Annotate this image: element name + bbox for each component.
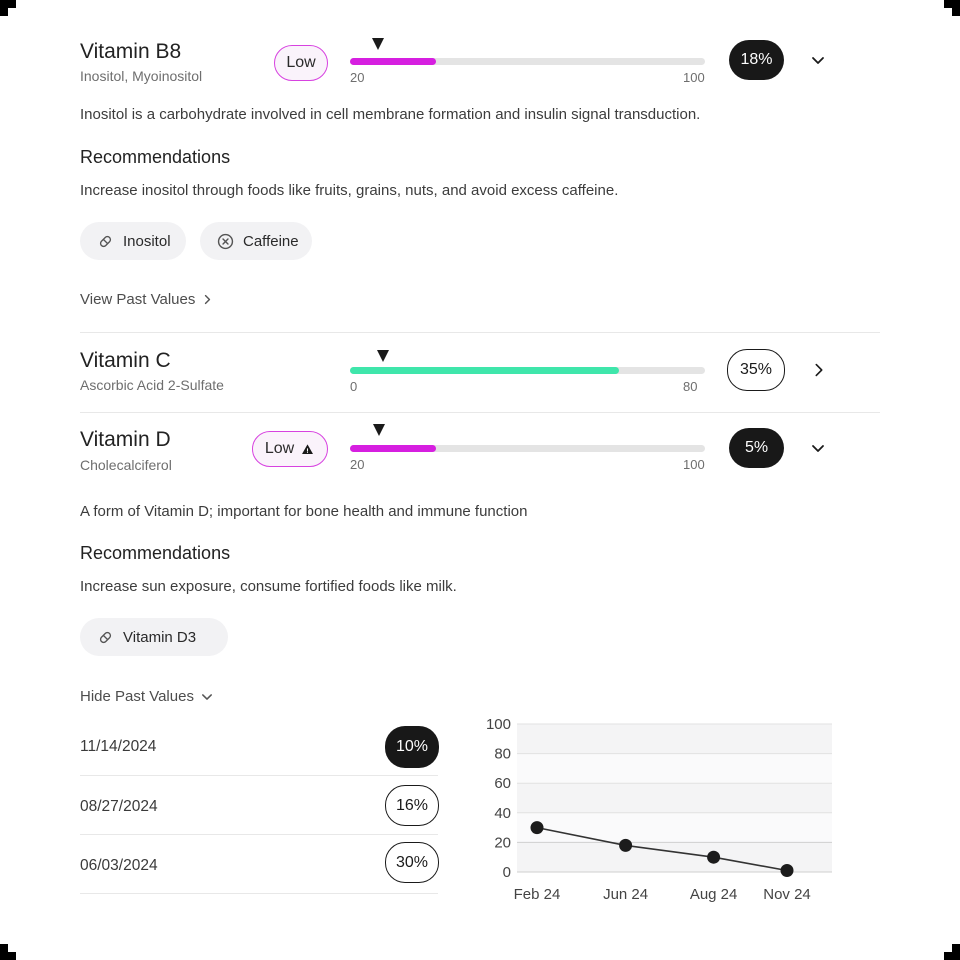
svg-text:0: 0 xyxy=(503,864,511,881)
svg-text:100: 100 xyxy=(486,716,511,733)
svg-text:Feb 24: Feb 24 xyxy=(514,886,561,903)
svg-text:60: 60 xyxy=(494,775,511,792)
svg-text:20: 20 xyxy=(494,834,511,851)
svg-text:40: 40 xyxy=(494,805,511,822)
svg-text:Aug 24: Aug 24 xyxy=(690,886,738,903)
svg-text:80: 80 xyxy=(494,746,511,763)
svg-text:Nov 24: Nov 24 xyxy=(763,886,811,903)
svg-text:Jun 24: Jun 24 xyxy=(603,886,648,903)
